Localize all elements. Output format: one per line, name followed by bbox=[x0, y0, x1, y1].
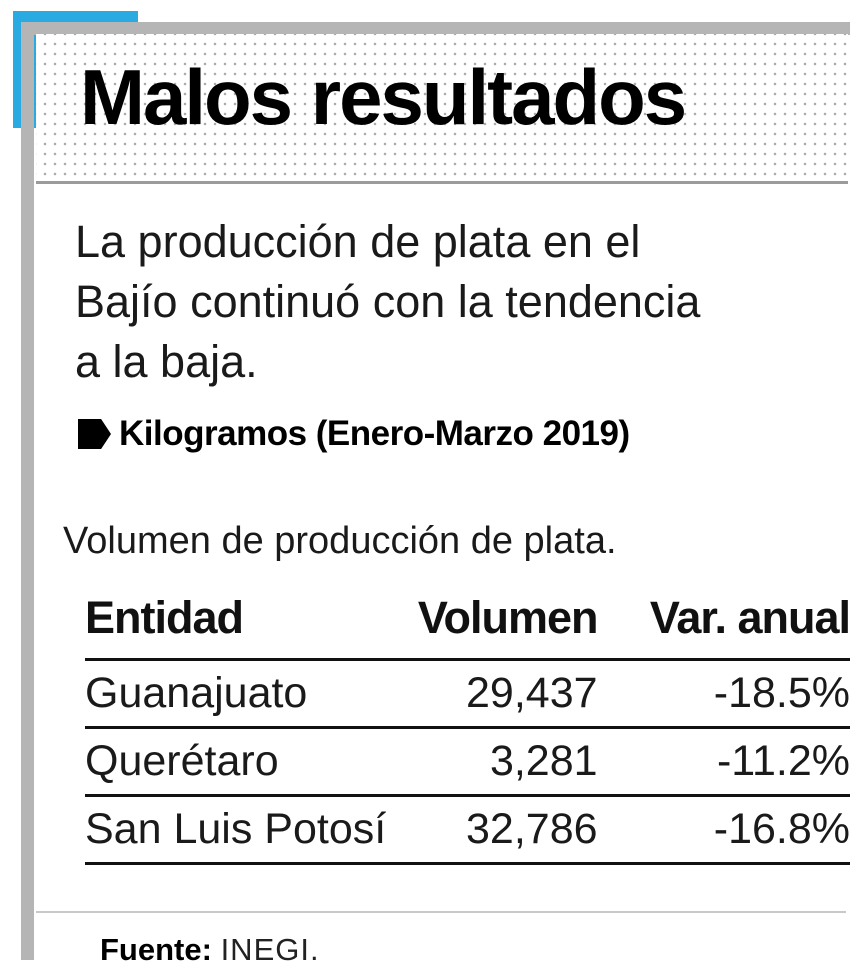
cell-volumen: 32,786 bbox=[368, 795, 598, 865]
column-header-var-anual: Var. anual bbox=[597, 592, 851, 661]
title-banner: Malos resultados bbox=[36, 34, 848, 184]
cell-volumen: 29,437 bbox=[368, 659, 598, 729]
cell-volumen: 3,281 bbox=[368, 727, 598, 797]
table-row: Querétaro 3,281 -11.2% bbox=[85, 727, 850, 797]
intro-paragraph: La producción de plata en el Bajío conti… bbox=[75, 212, 700, 392]
cell-entidad: San Luis Potosí bbox=[85, 795, 386, 865]
footer-divider bbox=[36, 911, 846, 913]
intro-line-1: La producción de plata en el bbox=[75, 216, 641, 267]
frame-left-bar bbox=[21, 22, 34, 960]
cell-entidad: Guanajuato bbox=[85, 659, 369, 729]
subtitle-label: Kilogramos (Enero-Marzo 2019) bbox=[119, 414, 630, 453]
cell-var-anual: -16.8% bbox=[597, 795, 850, 865]
source-label: Fuente: bbox=[100, 932, 212, 967]
table-header-row: Entidad Volumen Var. anual bbox=[85, 592, 851, 661]
cell-entidad: Querétaro bbox=[85, 727, 369, 797]
column-header-volumen: Volumen bbox=[368, 592, 599, 661]
intro-line-3: a la baja. bbox=[75, 336, 258, 387]
source-value: INEGI. bbox=[220, 932, 320, 967]
flag-pentagon-icon bbox=[78, 419, 111, 449]
source-note: Fuente: INEGI. bbox=[100, 932, 320, 968]
production-table: Entidad Volumen Var. anual Guanajuato 29… bbox=[85, 592, 851, 865]
column-header-entidad: Entidad bbox=[85, 592, 369, 661]
table-caption: Volumen de producción de plata. bbox=[63, 520, 617, 562]
cell-var-anual: -18.5% bbox=[597, 659, 850, 729]
intro-line-2: Bajío continuó con la tendencia bbox=[75, 276, 701, 327]
frame-top-bar bbox=[21, 22, 850, 35]
page-title: Malos resultados bbox=[80, 53, 687, 141]
subtitle-row: Kilogramos (Enero-Marzo 2019) bbox=[78, 414, 630, 454]
cell-var-anual: -11.2% bbox=[597, 727, 850, 797]
table-row: San Luis Potosí 32,786 -16.8% bbox=[85, 795, 850, 865]
table-row: Guanajuato 29,437 -18.5% bbox=[85, 659, 850, 729]
